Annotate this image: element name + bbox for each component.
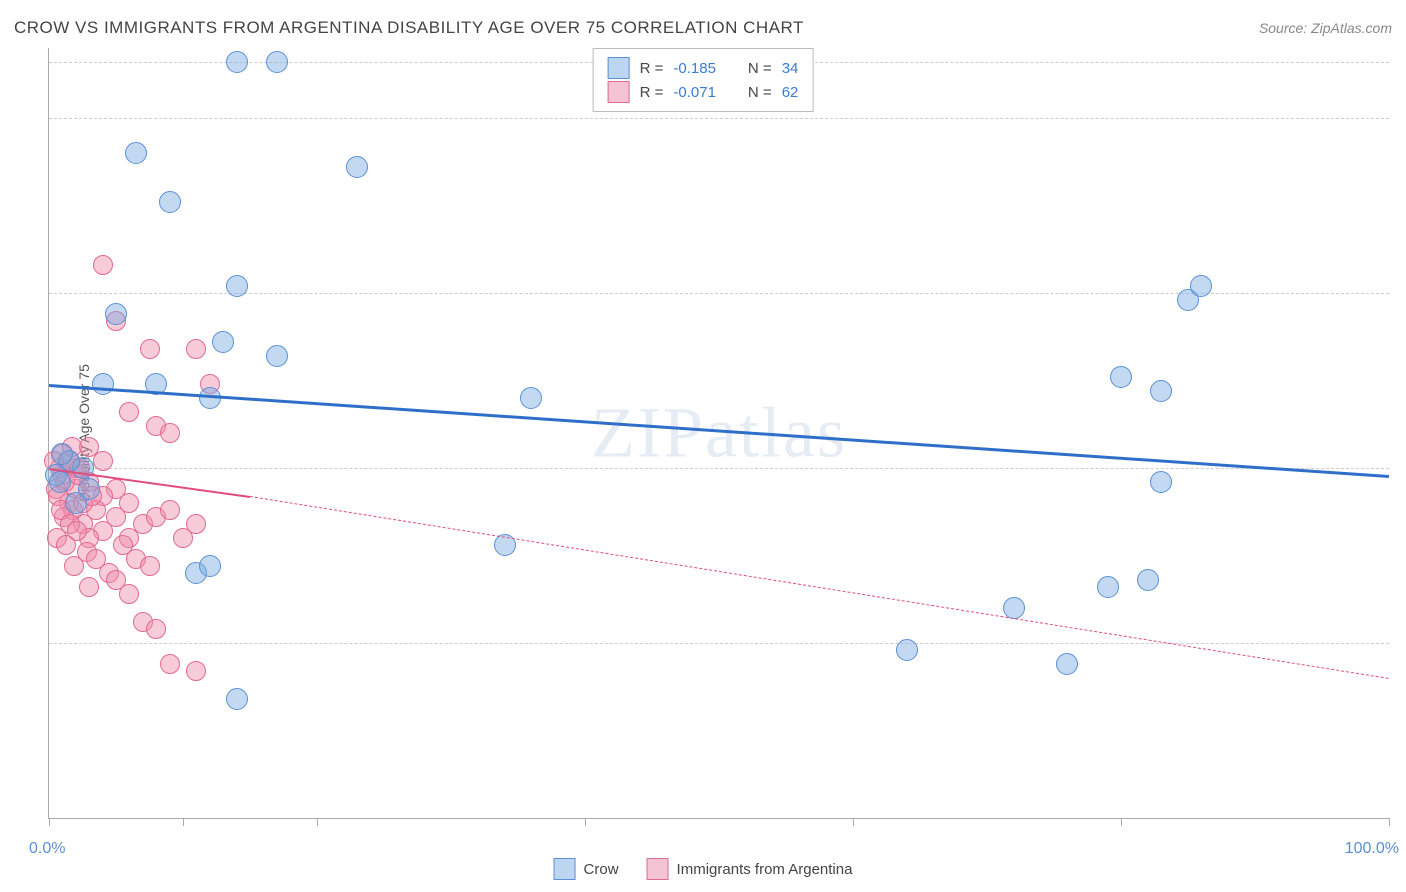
data-point <box>199 555 221 577</box>
data-point <box>1056 653 1078 675</box>
x-tick <box>585 818 586 826</box>
data-point <box>93 255 113 275</box>
data-point <box>65 492 87 514</box>
legend-item: Immigrants from Argentina <box>647 858 853 880</box>
legend-swatch <box>608 81 630 103</box>
x-tick <box>1121 818 1122 826</box>
data-point <box>1110 366 1132 388</box>
r-value: -0.071 <box>673 84 716 101</box>
y-tick-label: 50.0% <box>1399 459 1406 477</box>
data-point <box>896 639 918 661</box>
data-point <box>266 345 288 367</box>
data-point <box>1150 380 1172 402</box>
legend-stat-row: R = -0.185 N = 34 <box>608 57 799 79</box>
n-label: N = <box>748 84 772 101</box>
legend-swatch <box>647 858 669 880</box>
data-point <box>186 339 206 359</box>
data-point <box>160 423 180 443</box>
y-tick-label: 100.0% <box>1399 109 1406 127</box>
n-label: N = <box>748 60 772 77</box>
r-label: R = <box>640 84 664 101</box>
data-point <box>140 556 160 576</box>
n-value: 62 <box>782 84 799 101</box>
data-point <box>186 661 206 681</box>
data-point <box>56 535 76 555</box>
x-tick <box>1389 818 1390 826</box>
data-point <box>1190 275 1212 297</box>
data-point <box>92 373 114 395</box>
data-point <box>119 402 139 422</box>
x-tick <box>853 818 854 826</box>
legend-item: Crow <box>554 858 619 880</box>
y-tick-label: 25.0% <box>1399 634 1406 652</box>
data-point <box>266 51 288 73</box>
legend-stats: R = -0.185 N = 34 R = -0.071 N = 62 <box>593 48 814 112</box>
data-point <box>212 331 234 353</box>
data-point <box>49 471 71 493</box>
x-axis-label-min: 0.0% <box>29 840 65 858</box>
x-axis-label-max: 100.0% <box>1345 840 1399 858</box>
n-value: 34 <box>782 60 799 77</box>
data-point <box>1150 471 1172 493</box>
y-tick-label: 75.0% <box>1399 284 1406 302</box>
data-point <box>64 556 84 576</box>
data-point <box>226 688 248 710</box>
chart-title: CROW VS IMMIGRANTS FROM ARGENTINA DISABI… <box>14 18 804 38</box>
data-point <box>346 156 368 178</box>
r-value: -0.185 <box>673 60 716 77</box>
legend-label: Immigrants from Argentina <box>677 861 853 878</box>
legend-swatch <box>554 858 576 880</box>
data-point <box>160 500 180 520</box>
data-point <box>226 51 248 73</box>
data-point <box>1097 576 1119 598</box>
x-tick <box>183 818 184 826</box>
data-point <box>105 303 127 325</box>
data-point <box>520 387 542 409</box>
data-point <box>1003 597 1025 619</box>
data-point <box>146 619 166 639</box>
legend-series: Crow Immigrants from Argentina <box>554 858 853 880</box>
data-point <box>86 549 106 569</box>
data-point <box>1137 569 1159 591</box>
gridline <box>49 643 1389 644</box>
gridline <box>49 118 1389 119</box>
x-tick <box>49 818 50 826</box>
trend-line <box>49 384 1389 478</box>
data-point <box>51 443 73 465</box>
data-point <box>159 191 181 213</box>
source-label: Source: ZipAtlas.com <box>1259 20 1392 36</box>
data-point <box>119 584 139 604</box>
legend-stat-row: R = -0.071 N = 62 <box>608 81 799 103</box>
data-point <box>160 654 180 674</box>
data-point <box>93 451 113 471</box>
legend-label: Crow <box>584 861 619 878</box>
trend-line <box>250 496 1389 679</box>
watermark: ZIPatlas <box>591 392 847 475</box>
scatter-plot: Disability Age Over 75 ZIPatlas 0.0% 100… <box>48 48 1389 819</box>
x-tick <box>317 818 318 826</box>
data-point <box>186 514 206 534</box>
gridline <box>49 468 1389 469</box>
r-label: R = <box>640 60 664 77</box>
legend-swatch <box>608 57 630 79</box>
data-point <box>226 275 248 297</box>
data-point <box>140 339 160 359</box>
data-point <box>79 577 99 597</box>
data-point <box>125 142 147 164</box>
